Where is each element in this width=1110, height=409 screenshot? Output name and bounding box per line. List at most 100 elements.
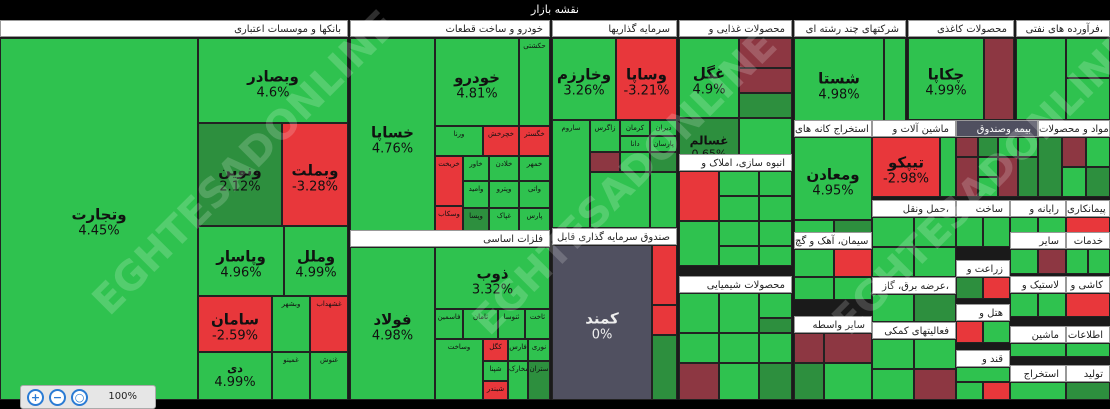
- sector-header-metals[interactable]: فلزات اساسی: [350, 230, 550, 247]
- tile-fin-small-1[interactable]: [872, 339, 914, 369]
- tile-vbsader[interactable]: وبصادر 4.6%: [198, 38, 348, 123]
- sector-header-fin[interactable]: فعالیتهای کمکی: [872, 322, 956, 339]
- sector-header-food[interactable]: محصولات غذایی و: [679, 20, 792, 37]
- tile-vsapa[interactable]: وساپا -3.21%: [616, 38, 677, 120]
- sector-header-multi[interactable]: شرکتهای چند رشته ای: [794, 20, 906, 37]
- tile-chem-small-8[interactable]: [679, 363, 719, 400]
- tile-tr-small-3[interactable]: [872, 247, 914, 277]
- tile-build-small-5[interactable]: [759, 196, 792, 221]
- tile-mach-small-1[interactable]: [940, 137, 956, 197]
- tile-ins-small-5[interactable]: [956, 157, 978, 197]
- tile-saman[interactable]: سامان -2.59%: [198, 296, 272, 352]
- tile-oth-small-4[interactable]: [824, 363, 872, 400]
- tile-oil-small-1[interactable]: [1016, 38, 1066, 120]
- sector-header-sugar[interactable]: قند و: [956, 350, 1010, 367]
- tile-build-small-8[interactable]: [759, 221, 792, 246]
- tile-build-small-1[interactable]: [679, 171, 719, 221]
- tile-chem-small-1[interactable]: [679, 293, 719, 333]
- tile-fin-small-4[interactable]: [914, 369, 956, 400]
- tile-chem-small-4[interactable]: [759, 318, 792, 333]
- tile-vnovin[interactable]: ونوین 2.12%: [198, 123, 282, 226]
- tile-paper-small-1[interactable]: [984, 38, 1014, 120]
- tile-ins-small-3[interactable]: [998, 137, 1018, 157]
- tile-el-small-2[interactable]: [914, 294, 956, 322]
- tile-ho-small-1[interactable]: [956, 321, 983, 343]
- tile-misc-small-1[interactable]: [956, 382, 983, 400]
- tile-ins-small-9[interactable]: [978, 177, 998, 197]
- tile-oth-small-3[interactable]: [794, 363, 824, 400]
- tile-invest-small-9[interactable]: [650, 152, 677, 172]
- tile-tr-small-2[interactable]: [914, 217, 956, 247]
- zoom-out-icon[interactable]: −: [49, 389, 66, 406]
- tile-auto-small-3[interactable]: خچرخش: [483, 126, 519, 156]
- sector-header-tile[interactable]: کاشی و: [1066, 276, 1110, 293]
- sector-header-auto[interactable]: خودرو و ساخت قطعات: [350, 20, 550, 37]
- tile-metal-small-3[interactable]: ثنوسا: [498, 309, 525, 339]
- sector-header-tele[interactable]: اطلاعات: [1066, 326, 1110, 343]
- tile-fin-small-3[interactable]: [872, 369, 914, 400]
- tile-metal-small-9[interactable]: شپنا: [483, 361, 508, 381]
- tile-ph-small-3[interactable]: [1086, 137, 1110, 167]
- tile-small-bank-3[interactable]: غمینو: [272, 352, 310, 400]
- tile-ins-small-4[interactable]: [1018, 137, 1038, 157]
- tile-metal-small-1[interactable]: فاسمین: [435, 309, 463, 339]
- tile-oth-small-1[interactable]: [794, 333, 824, 363]
- sector-header-computer[interactable]: رایانه و: [1010, 200, 1066, 217]
- tile-ins-small-2[interactable]: [978, 137, 998, 157]
- tile-invest-small-4[interactable]: دیران: [650, 120, 677, 136]
- tile-build-small-7[interactable]: [719, 221, 759, 246]
- sector-header-pharma[interactable]: مواد و محصولات: [1038, 120, 1110, 137]
- tile-chem-small-10[interactable]: [759, 363, 792, 400]
- zoom-in-icon[interactable]: +: [27, 389, 44, 406]
- sector-header-oil[interactable]: فرآورده های نفتی،: [1016, 20, 1110, 37]
- tile-small-bank-2[interactable]: غشهداب: [310, 296, 348, 352]
- tile-khsapa[interactable]: خساپا 4.76%: [350, 38, 435, 235]
- tile-vpasar[interactable]: وپاسار 4.96%: [198, 226, 284, 296]
- sector-header-chem[interactable]: محصولات شیمیایی: [679, 276, 792, 293]
- tile-chem-small-5[interactable]: [679, 333, 719, 363]
- sector-header-minerals[interactable]: استخراج کانه های: [794, 120, 872, 137]
- tile-auto-small-12[interactable]: واتی: [519, 181, 550, 208]
- tile-ph-small-2[interactable]: [1062, 137, 1086, 167]
- tile-chem-small-7[interactable]: [759, 333, 792, 363]
- tile-ex-small-1[interactable]: [1010, 382, 1066, 400]
- tile-shasta[interactable]: شستا 4.98%: [794, 38, 884, 128]
- sector-header-invest[interactable]: سرمایه گذاریها: [552, 20, 677, 37]
- sector-header-fund[interactable]: صندوق سرمایه گذاری قابل: [552, 228, 677, 245]
- tile-cem-small-4[interactable]: [834, 277, 872, 300]
- tile-food-small-3[interactable]: [739, 93, 792, 118]
- tile-chekapa[interactable]: چکاپا 4.99%: [908, 38, 984, 120]
- tile-auto-small-2[interactable]: ورنا: [435, 126, 483, 156]
- tile-metal-small-4[interactable]: ثاخت: [525, 309, 550, 339]
- tile-auto-small-5[interactable]: خریخت: [435, 156, 463, 206]
- tile-build-small-3[interactable]: [759, 171, 792, 196]
- tile-invest-small-2[interactable]: زاگرس: [590, 120, 620, 152]
- tile-te-small-1[interactable]: [1066, 343, 1110, 357]
- tile-auto-small-1[interactable]: حکشتی: [519, 38, 550, 126]
- tile-build-small-10[interactable]: [759, 246, 792, 266]
- sector-header-contract[interactable]: پیمانکاری: [1066, 200, 1110, 217]
- tile-tipko[interactable]: تیپکو -2.98%: [872, 137, 940, 197]
- tile-metal-small-11[interactable]: شخارک: [508, 361, 528, 400]
- tile-chem-small-9[interactable]: [719, 363, 759, 400]
- tile-sv-small-2[interactable]: [1088, 249, 1110, 274]
- tile-auto-small-11[interactable]: وپترو: [489, 181, 519, 208]
- tile-ins-small-6[interactable]: [978, 157, 998, 177]
- tile-vkharazm[interactable]: وخارزم 3.26%: [552, 38, 616, 120]
- tile-invest-small-10[interactable]: [590, 172, 650, 228]
- tile-auto-small-4[interactable]: خگستر: [519, 126, 550, 156]
- tile-pl-small-1[interactable]: [1010, 293, 1038, 317]
- tile-ins-small-8[interactable]: [1018, 157, 1038, 197]
- tile-kamand[interactable]: کمند 0%: [552, 245, 652, 400]
- tile-tr-small-1[interactable]: [872, 217, 914, 247]
- tile-su-small-1[interactable]: [956, 367, 1010, 382]
- tile-ho-small-2[interactable]: [983, 321, 1010, 343]
- tile-chem-small-2[interactable]: [719, 293, 759, 333]
- tile-ins-small-1[interactable]: [956, 137, 978, 157]
- tile-pl-small-2[interactable]: [1038, 293, 1066, 317]
- tile-cem-small-2[interactable]: [834, 249, 872, 277]
- tile-khodro[interactable]: خودرو 4.81%: [435, 38, 519, 126]
- tile-sw-small-1[interactable]: [956, 217, 983, 247]
- sector-header-transport[interactable]: حمل ونقل،: [872, 200, 956, 217]
- tile-dey[interactable]: دی 4.99%: [198, 352, 272, 400]
